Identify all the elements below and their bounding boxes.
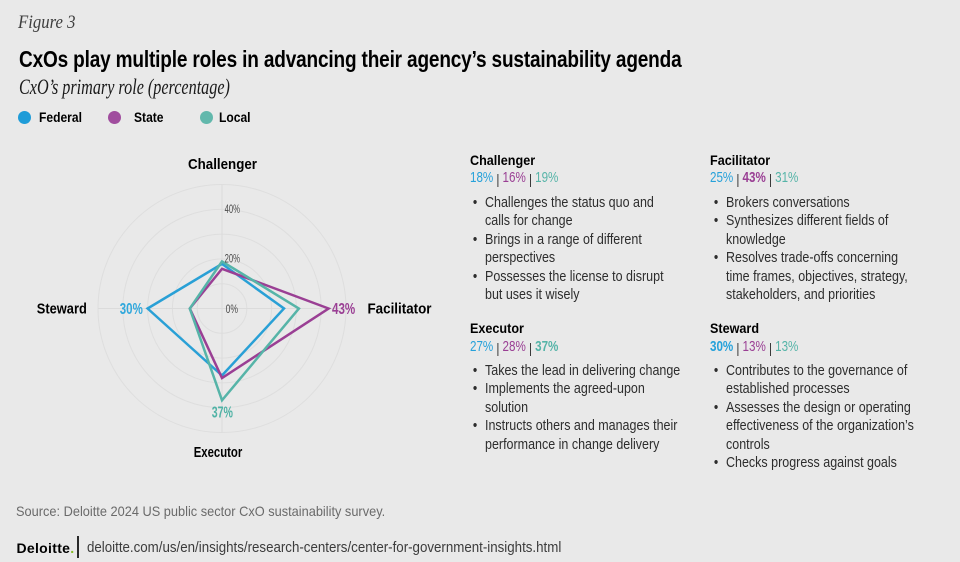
svg-text:37%: 37% (212, 405, 233, 422)
svg-text:Challenger: Challenger (188, 156, 257, 173)
svg-text:0%: 0% (226, 302, 239, 316)
svg-text:Facilitator: Facilitator (368, 301, 432, 318)
svg-text:40%: 40% (225, 202, 241, 216)
svg-text:20%: 20% (225, 252, 241, 266)
svg-text:30%: 30% (120, 301, 143, 318)
svg-text:Executor: Executor (194, 444, 243, 461)
svg-text:43%: 43% (332, 301, 355, 318)
svg-text:Steward: Steward (37, 301, 87, 318)
